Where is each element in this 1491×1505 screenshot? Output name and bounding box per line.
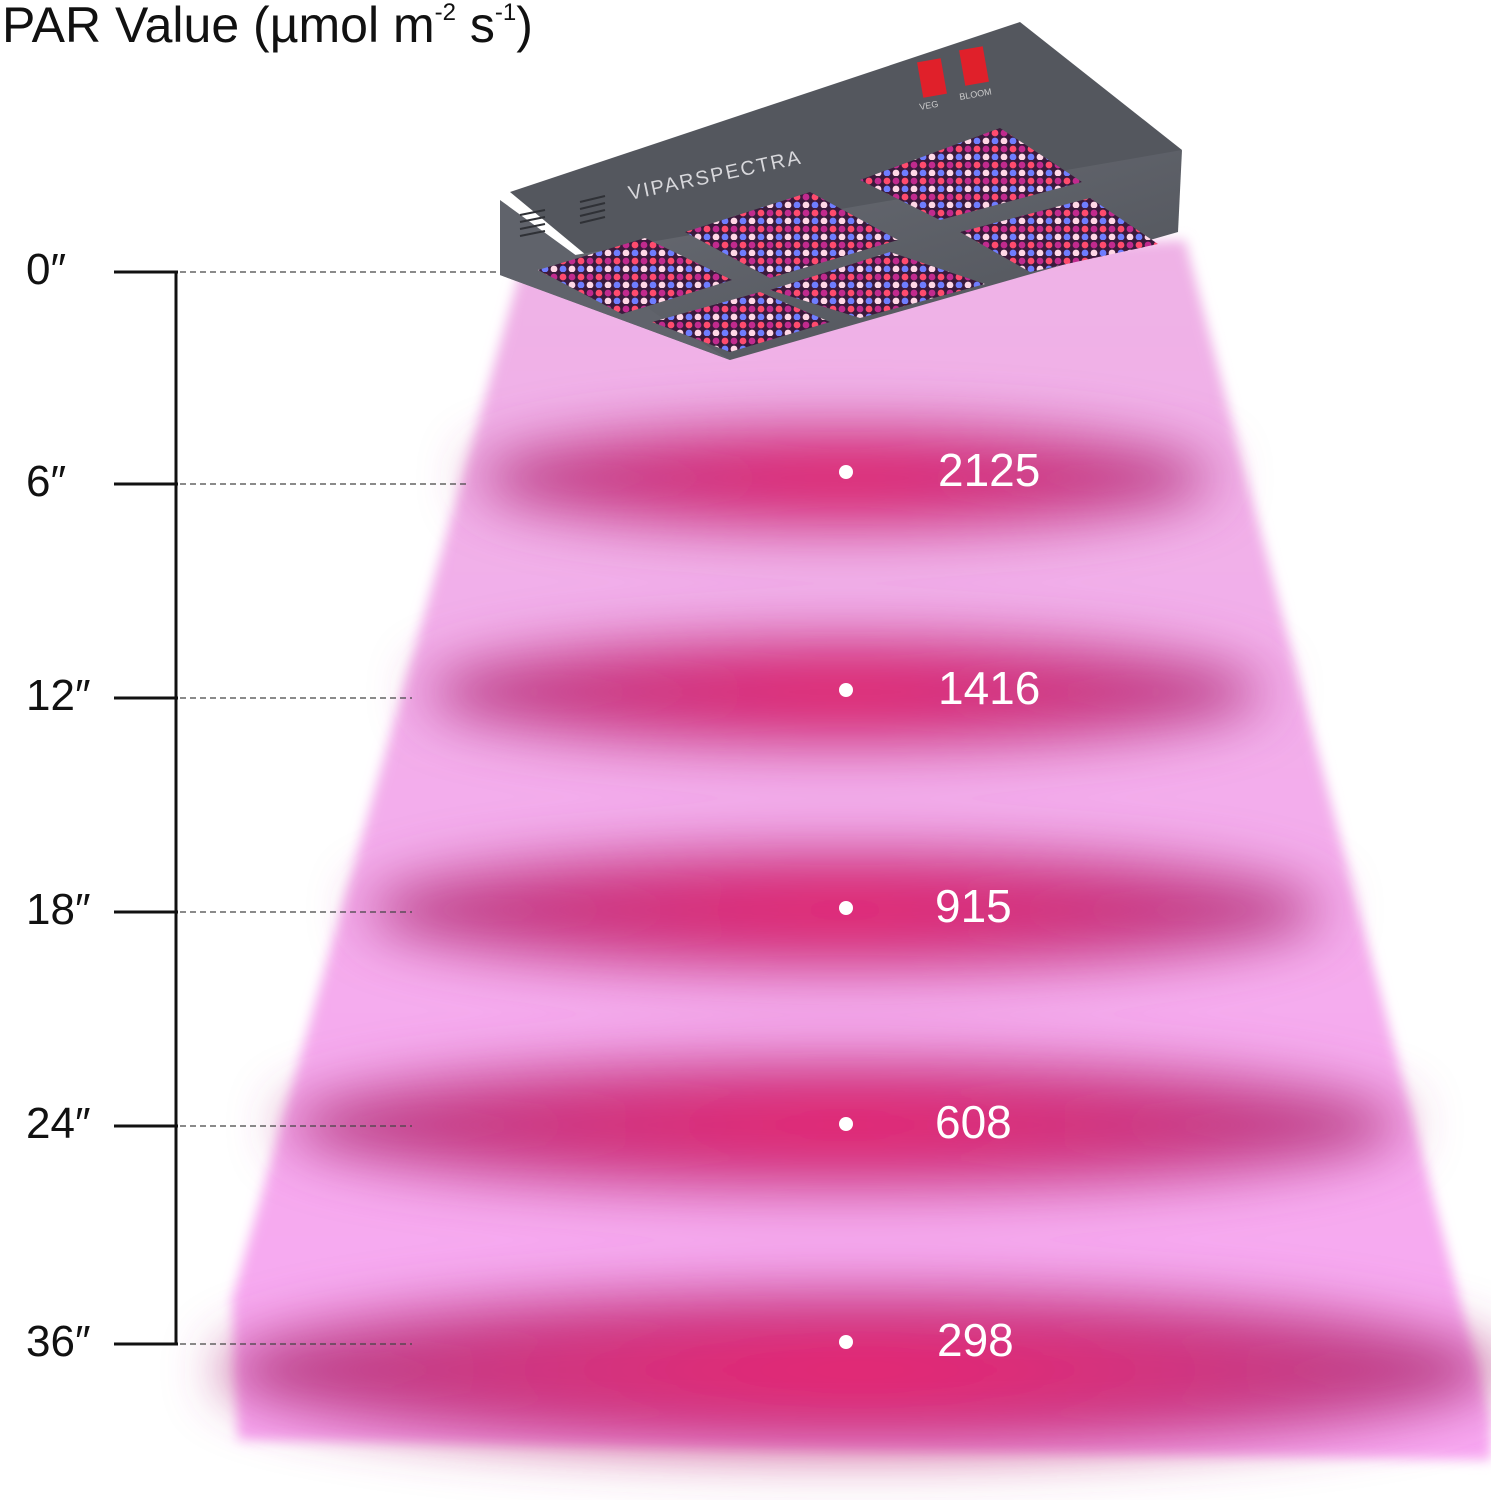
led-panel-6: [960, 198, 1158, 272]
height-label: 0″: [26, 245, 67, 294]
band-36in: [220, 1290, 1491, 1450]
title-exp1: -2: [434, 0, 456, 26]
par-value: 2125: [938, 444, 1041, 496]
led-panel-1: [538, 238, 732, 314]
guide-lines: [180, 271, 500, 1345]
height-label: 18″: [26, 885, 91, 934]
height-label: 24″: [26, 1099, 91, 1148]
led-panel-4: [770, 252, 985, 318]
value-dots: [839, 465, 853, 1349]
value-dot: [839, 1117, 853, 1131]
led-panel-2: [652, 292, 830, 352]
height-label: 6″: [26, 457, 67, 506]
vent-left: [519, 195, 606, 237]
led-panel-5: [860, 128, 1082, 220]
title-exp2: -1: [494, 0, 517, 26]
value-dot: [839, 901, 853, 915]
title-text: PAR Value (µmol m: [2, 0, 435, 53]
par-value: 915: [935, 880, 1012, 932]
value-dot: [839, 683, 853, 697]
veg-switch: [917, 58, 947, 98]
height-label: 12″: [26, 671, 91, 720]
bloom-switch: [959, 46, 989, 86]
grow-light-fixture: VEG BLOOM VIPARSPECTRA: [500, 22, 1182, 360]
title-end: ): [516, 0, 533, 53]
height-scale: [114, 270, 178, 1346]
par-value: 298: [937, 1314, 1014, 1366]
value-dot: [839, 465, 853, 479]
page-title: PAR Value (µmol m-2 s-1): [2, 0, 533, 54]
par-value: 608: [935, 1096, 1012, 1148]
par-value: 1416: [938, 662, 1041, 714]
fixture-front: [500, 200, 730, 360]
value-dot: [839, 1335, 853, 1349]
height-label: 36″: [26, 1317, 91, 1366]
led-panel-3: [685, 192, 898, 278]
light-beam: [232, 240, 1491, 1460]
title-mid: s: [455, 0, 495, 53]
veg-label: VEG: [919, 99, 939, 112]
